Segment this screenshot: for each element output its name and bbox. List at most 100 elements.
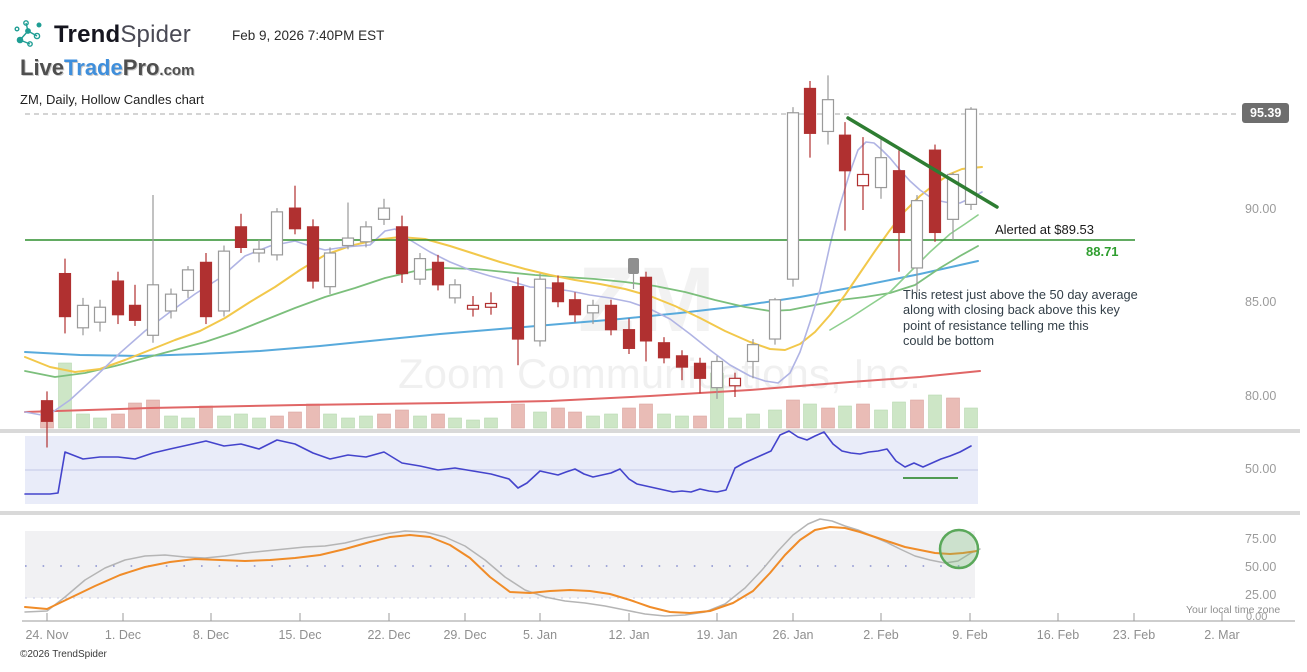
- candlestick: [693, 362, 707, 379]
- volume-bar: [93, 417, 107, 429]
- volume-bar: [928, 394, 942, 429]
- volume-bar: [76, 413, 90, 429]
- logo-live: Live: [20, 55, 65, 80]
- date-axis-label: 8. Dec: [192, 628, 230, 642]
- candlestick: [413, 258, 427, 280]
- candlestick: [874, 157, 888, 189]
- candlestick: [199, 261, 213, 318]
- candlestick: [838, 134, 852, 172]
- candlestick: [466, 304, 480, 310]
- candlestick: [58, 272, 72, 318]
- date-axis-label: 1. Dec: [104, 628, 142, 642]
- candlestick: [306, 226, 320, 282]
- volume-bar: [111, 413, 125, 429]
- volume-bar: [448, 417, 462, 429]
- candlestick: [128, 304, 142, 321]
- volume-bar: [431, 413, 445, 429]
- volume-bar: [856, 403, 870, 429]
- date-axis-label: 15. Dec: [278, 628, 322, 642]
- logo-pro: Pro: [122, 55, 160, 80]
- volume-bar: [622, 407, 636, 429]
- analysis-note[interactable]: This retest just above the 50 day averag…: [903, 287, 1138, 348]
- date-axis-label: 12. Jan: [608, 628, 650, 642]
- candlestick: [746, 344, 760, 363]
- candlestick: [40, 400, 54, 422]
- volume-bar: [568, 411, 582, 429]
- volume-bar: [675, 415, 689, 429]
- date-axis-label: 2. Mar: [1204, 628, 1240, 642]
- date-axis-label: 19. Jan: [696, 628, 738, 642]
- candlestick: [675, 355, 689, 368]
- date-axis-label: 9. Feb: [952, 628, 988, 642]
- logo-trade: Trade: [64, 55, 123, 80]
- volume-bar: [551, 407, 565, 429]
- candlestick: [377, 207, 391, 220]
- candlestick: [622, 329, 636, 349]
- candlestick: [551, 282, 565, 303]
- candlestick: [217, 250, 231, 312]
- volume-bar: [586, 415, 600, 429]
- date-axis-label: 23. Feb: [1112, 628, 1156, 642]
- candlestick: [270, 211, 284, 256]
- ma-green-fast-line: [829, 214, 979, 331]
- candlestick: [856, 173, 870, 187]
- panel-separator: [0, 429, 1300, 433]
- candlestick: [234, 226, 248, 249]
- candlestick: [803, 87, 817, 134]
- date-axis-label: 2. Feb: [863, 628, 899, 642]
- ma-200-line: [24, 260, 979, 357]
- volume-bar: [838, 405, 852, 429]
- volume-bar: [199, 405, 213, 429]
- long-term-red-line: [24, 370, 981, 413]
- candlestick: [76, 304, 90, 329]
- volume-bar: [58, 362, 72, 429]
- candlestick: [111, 280, 125, 316]
- volume-bar: [821, 407, 835, 429]
- candlestick: [657, 342, 671, 359]
- signal-circle-highlight: [938, 528, 980, 570]
- volume-bar: [693, 415, 707, 429]
- date-axis-label: 16. Feb: [1036, 628, 1080, 642]
- alert-annotation[interactable]: Alerted at $89.53: [995, 222, 1095, 237]
- stoch-axis-label: 25.00: [1245, 588, 1277, 602]
- ma-21-line: [24, 166, 983, 373]
- descending-trendline: [846, 116, 999, 209]
- copyright-text: ©2026 TrendSpider: [20, 649, 107, 660]
- volume-bar: [413, 415, 427, 429]
- date-axis-label: 22. Dec: [367, 628, 411, 642]
- volume-bar: [164, 415, 178, 429]
- candlestick: [252, 248, 266, 254]
- volume-bar: [533, 411, 547, 429]
- volume-bar: [511, 403, 525, 429]
- candlestick: [533, 278, 547, 342]
- volume-bar: [234, 413, 248, 429]
- candlestick: [710, 360, 724, 389]
- price-axis-label: 85.00: [1245, 295, 1277, 309]
- candlestick: [181, 269, 195, 292]
- date-axis-label: 29. Dec: [443, 628, 487, 642]
- key-level-label: 88.71: [1086, 244, 1119, 259]
- volume-bar: [484, 417, 498, 429]
- candlestick: [821, 99, 835, 133]
- volume-bar: [746, 413, 760, 429]
- volume-bar: [146, 399, 160, 429]
- candlestick: [639, 276, 653, 342]
- indicator-zero-label: 0.00: [1246, 611, 1268, 623]
- volume-bar: [252, 417, 266, 429]
- candlestick: [164, 293, 178, 312]
- volume-bar: [604, 413, 618, 429]
- candlestick: [448, 284, 462, 299]
- candlestick: [786, 112, 800, 280]
- logo-dotcom: .com: [159, 62, 195, 79]
- date-axis-label: 5. Jan: [522, 628, 558, 642]
- brand-spider: Spider: [120, 21, 191, 48]
- stochastic-d-line: [24, 518, 981, 617]
- candlestick: [395, 226, 409, 275]
- volume-bar: [803, 403, 817, 429]
- candlestick: [910, 200, 924, 269]
- rsi-line: [24, 430, 972, 495]
- price-axis-label: 90.00: [1245, 202, 1277, 216]
- candlestick: [586, 304, 600, 314]
